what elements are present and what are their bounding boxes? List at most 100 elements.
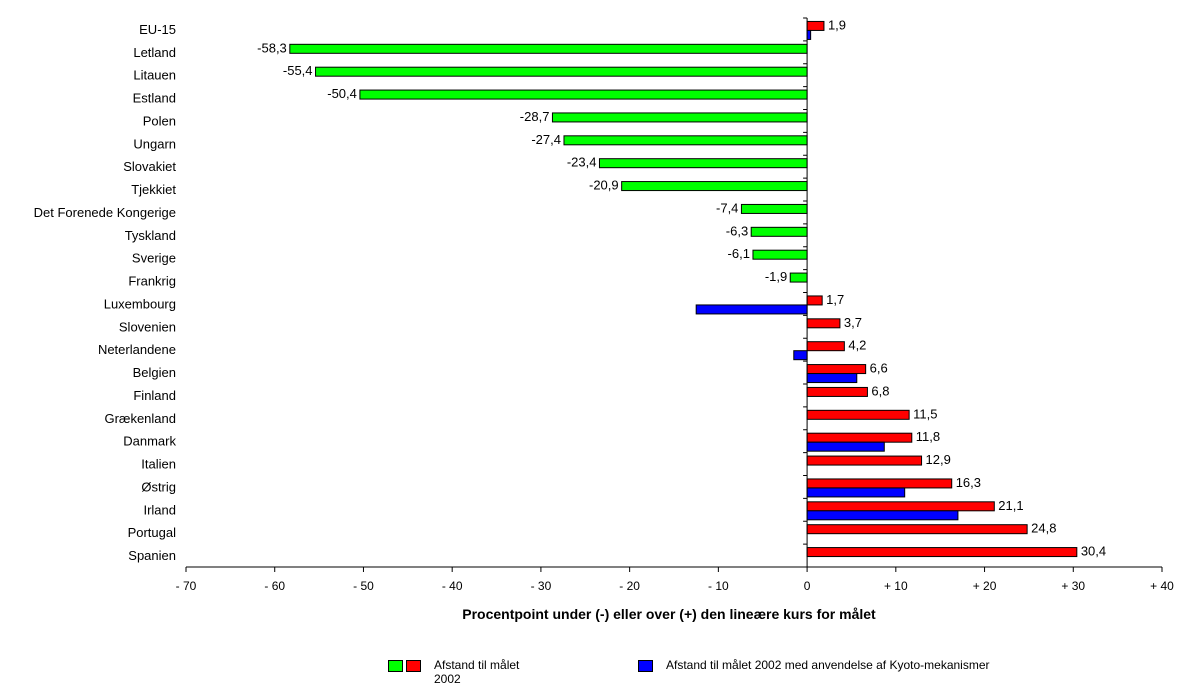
bar [806, 524, 1028, 535]
bar [621, 181, 808, 192]
data-label: 3,7 [844, 315, 862, 330]
bar-kyoto [806, 510, 959, 521]
bar [806, 547, 1078, 558]
bar [806, 20, 825, 31]
bar [315, 66, 808, 77]
category-label: Danmark [123, 434, 176, 449]
category-label: Belgien [133, 365, 176, 380]
x-tick-label: - 70 [176, 579, 197, 593]
data-label: -28,7 [520, 109, 550, 124]
legend-label-target-2002: Afstand til målet 2002 [434, 658, 519, 686]
x-tick-label: + 10 [884, 579, 908, 593]
x-tick-label: 0 [804, 579, 811, 593]
legend-swatch-blue [638, 660, 653, 672]
data-label: 16,3 [956, 475, 981, 490]
bar [806, 364, 867, 375]
category-label: Tyskland [125, 228, 176, 243]
legend-swatch-red [406, 660, 421, 672]
bar [806, 341, 845, 352]
x-tick-label: + 20 [973, 579, 997, 593]
bar [806, 409, 910, 420]
data-label: 11,5 [913, 406, 937, 421]
bar [806, 455, 923, 466]
data-label: 11,8 [916, 429, 940, 444]
bar [752, 249, 808, 260]
legend: Afstand til målet 2002 Afstand til målet… [0, 658, 1180, 691]
x-tick-label: - 20 [619, 579, 640, 593]
category-label: Neterlandene [98, 342, 176, 357]
data-label: 4,2 [848, 338, 866, 353]
x-tick-label: - 40 [442, 579, 463, 593]
bar-kyoto [806, 487, 906, 498]
legend-label-kyoto: Afstand til målet 2002 med anvendelse af… [666, 658, 990, 672]
x-tick-label: - 50 [353, 579, 374, 593]
x-tick-label: - 30 [531, 579, 552, 593]
category-label: Frankrig [128, 274, 176, 289]
category-label: Slovakiet [123, 159, 176, 174]
x-axis-title: Procentpoint under (-) eller over (+) de… [462, 606, 876, 622]
axes-group [185, 17, 1163, 572]
data-label: -20,9 [589, 178, 619, 193]
labels-group: EU-15 1,9 Letland -58,3 Litauen -55,4 Estland -… [34, 17, 1175, 593]
category-label: Polen [143, 113, 176, 128]
x-tick-label: + 40 [1150, 579, 1174, 593]
data-label: -23,4 [567, 155, 597, 170]
x-tick-label: + 30 [1061, 579, 1085, 593]
bar [289, 43, 808, 54]
category-label: Letland [133, 45, 176, 60]
legend-label-line1: Afstand til målet [434, 658, 520, 672]
bar [806, 478, 953, 489]
bar [806, 432, 913, 443]
data-label: -58,3 [257, 40, 287, 55]
x-tick-label: - 10 [708, 579, 729, 593]
bar [598, 158, 808, 169]
bar [359, 89, 808, 100]
data-label: -55,4 [283, 63, 313, 78]
category-label: Tjekkiet [131, 182, 176, 197]
category-label: Luxembourg [104, 296, 176, 311]
bar [806, 386, 868, 397]
category-label: Slovenien [119, 319, 176, 334]
legend-label-line2: 2002 [434, 672, 461, 686]
bar-kyoto [806, 441, 885, 452]
category-label: Grækenland [104, 411, 176, 426]
category-label: Østrig [141, 479, 176, 494]
bar [806, 501, 995, 512]
data-label: 12,9 [926, 452, 951, 467]
category-label: Spanien [128, 548, 176, 563]
category-label: Italien [141, 457, 176, 472]
bar [806, 295, 823, 306]
data-label: -27,4 [531, 132, 561, 147]
bar-kyoto [806, 373, 858, 384]
data-label: 1,9 [828, 17, 846, 32]
category-label: Litauen [133, 68, 176, 83]
data-label: 30,4 [1081, 544, 1106, 559]
category-label: Ungarn [133, 136, 176, 151]
data-label: -6,1 [728, 246, 750, 261]
bar [551, 112, 808, 123]
data-label: -7,4 [716, 200, 738, 215]
bar [563, 135, 808, 146]
data-label: 24,8 [1031, 521, 1056, 536]
legend-item-kyoto: Afstand til målet 2002 med anvendelse af… [638, 658, 990, 672]
data-label: 21,1 [998, 498, 1023, 513]
data-label: 6,8 [871, 383, 889, 398]
bar [789, 272, 808, 283]
data-label: -6,3 [726, 223, 748, 238]
category-label: Estland [133, 91, 176, 106]
category-label: Det Forenede Kongerige [34, 205, 176, 220]
category-label: Portugal [128, 525, 177, 540]
bar-kyoto [806, 29, 812, 40]
category-label: Sverige [132, 251, 176, 266]
data-label: -50,4 [327, 86, 357, 101]
category-label: EU-15 [139, 22, 176, 37]
legend-item-target-2002: Afstand til målet 2002 [388, 658, 519, 686]
bar-kyoto [695, 304, 808, 315]
x-tick-label: - 60 [264, 579, 285, 593]
data-label: -1,9 [765, 269, 787, 284]
bar [750, 226, 808, 237]
data-label: 1,7 [826, 292, 844, 307]
category-label: Irland [143, 502, 176, 517]
category-label: Finland [133, 388, 176, 403]
